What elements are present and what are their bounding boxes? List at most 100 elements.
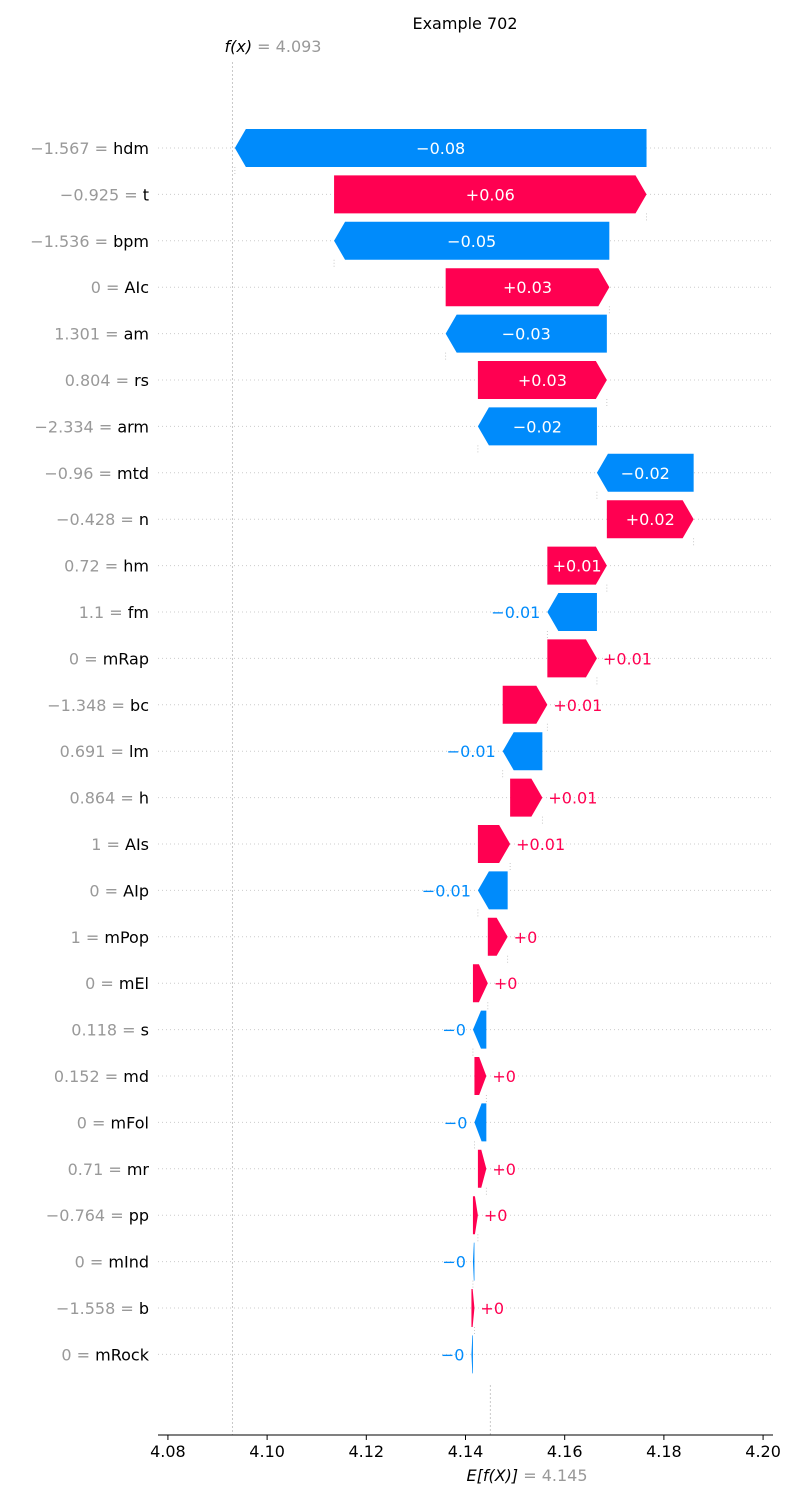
feature-name: mPop xyxy=(104,928,149,947)
bar-pp xyxy=(472,1196,478,1235)
feature-name: rs xyxy=(134,371,149,390)
bar-mr xyxy=(477,1149,487,1188)
feature-name: b xyxy=(139,1299,149,1318)
contribution-label: +0 xyxy=(492,1160,516,1179)
feature-label: −1.536 = bpm xyxy=(30,232,149,251)
contribution-label: +0.01 xyxy=(553,557,602,576)
x-tick-label: 4.12 xyxy=(348,1442,384,1461)
contribution-label: −0 xyxy=(444,1113,468,1132)
feature-label: 0 = mFol xyxy=(77,1113,149,1132)
feature-label: 0.72 = hm xyxy=(64,557,149,576)
bar-mRock xyxy=(471,1335,473,1374)
feature-value: 0.72 = xyxy=(64,557,123,576)
feature-label: 1 = mPop xyxy=(71,928,149,947)
svg-text:E[f(X)] = 4.145: E[f(X)] = 4.145 xyxy=(466,1466,587,1485)
feature-name: mtd xyxy=(117,464,149,483)
bar-b xyxy=(471,1289,475,1327)
feature-label: 0 = AIc xyxy=(91,278,149,297)
feature-value: −1.567 = xyxy=(30,139,113,158)
chart-title: Example 702 xyxy=(412,14,517,33)
bars-layer xyxy=(234,129,694,1374)
ex-value: 4.145 xyxy=(542,1466,588,1485)
contribution-label: +0.03 xyxy=(518,371,567,390)
feature-value: 0.118 = xyxy=(71,1021,140,1040)
contribution-label: +0 xyxy=(480,1299,504,1318)
feature-name: am xyxy=(124,325,149,344)
bar-md xyxy=(474,1057,487,1095)
feature-label: 0.152 = md xyxy=(54,1067,149,1086)
feature-label: 0 = AIp xyxy=(89,881,149,900)
feature-name: mRock xyxy=(95,1345,150,1364)
feature-label: −0.925 = t xyxy=(60,185,149,204)
ex-annotation: E[f(X)] = 4.145 xyxy=(466,1466,587,1485)
fx-annotation: f(x) = 4.093 xyxy=(225,37,322,56)
bar-bpm xyxy=(334,221,610,260)
feature-name: md xyxy=(123,1067,149,1086)
bar-mPop xyxy=(487,917,508,956)
bar-hm xyxy=(547,546,607,585)
contribution-label: +0 xyxy=(492,1067,516,1086)
feature-label: −0.428 = n xyxy=(56,510,149,529)
feature-label: 1.1 = fm xyxy=(79,603,149,622)
feature-label: 1 = AIs xyxy=(91,835,149,854)
feature-name: s xyxy=(141,1021,149,1040)
fx-value: 4.093 xyxy=(276,37,322,56)
feature-value: −1.558 = xyxy=(56,1299,139,1318)
bar-mEl xyxy=(472,964,488,1003)
contribution-label: +0.01 xyxy=(553,696,602,715)
feature-value: 1 = xyxy=(91,835,125,854)
bar-rs xyxy=(477,361,607,399)
feature-value: 0 = xyxy=(77,1113,111,1132)
contribution-label: +0 xyxy=(514,928,538,947)
x-tick-label: 4.08 xyxy=(150,1442,186,1461)
feature-name: fm xyxy=(128,603,149,622)
feature-label: 0 = mEl xyxy=(85,974,149,993)
feature-label: 0.804 = rs xyxy=(65,371,149,390)
bar-mRap xyxy=(547,639,597,678)
feature-value: 1.301 = xyxy=(54,325,123,344)
feature-label: 1.301 = am xyxy=(54,325,149,344)
contribution-label: +0.03 xyxy=(503,278,552,297)
contribution-label: +0.01 xyxy=(516,835,565,854)
feature-label: −0.764 = pp xyxy=(46,1206,149,1225)
x-axis: 4.08 4.10 4.12 4.14 4.16 4.18 4.20 xyxy=(150,1434,781,1461)
contribution-label: +0.02 xyxy=(626,510,675,529)
feature-name: AIp xyxy=(123,881,149,900)
contribution-label: +0.01 xyxy=(603,649,652,668)
bar-t xyxy=(334,175,647,214)
feature-label: 0.691 = lm xyxy=(60,742,149,761)
feature-label: −1.348 = bc xyxy=(47,696,149,715)
feature-value: 0.864 = xyxy=(69,789,138,808)
contribution-label: −0.01 xyxy=(491,603,540,622)
x-tick-label: 4.10 xyxy=(249,1442,285,1461)
feature-name: hdm xyxy=(113,139,149,158)
feature-labels: −0.08 −1.567 = hdm +0.06 −0.925 = t −0.05 −1.… xyxy=(30,139,674,1364)
bar-lm xyxy=(502,732,543,771)
feature-name: h xyxy=(139,789,149,808)
feature-label: 0 = mInd xyxy=(75,1253,149,1272)
feature-label: −1.567 = hdm xyxy=(30,139,149,158)
feature-name: mInd xyxy=(108,1253,149,1272)
feature-label: 0 = mRap xyxy=(69,649,149,668)
feature-value: −0.925 = xyxy=(60,185,143,204)
feature-label: −1.558 = b xyxy=(56,1299,149,1318)
bar-h xyxy=(510,778,543,817)
feature-name: bc xyxy=(130,696,149,715)
feature-value: −1.536 = xyxy=(30,232,113,251)
feature-value: 0.804 = xyxy=(65,371,134,390)
feature-value: 0 = xyxy=(61,1345,95,1364)
contribution-label: −0.08 xyxy=(416,139,465,158)
feature-name: AIc xyxy=(125,278,149,297)
feature-name: mr xyxy=(127,1160,150,1179)
feature-name: hm xyxy=(123,557,149,576)
feature-value: 1 = xyxy=(71,928,105,947)
feature-name: mRap xyxy=(103,649,149,668)
bar-AIs xyxy=(477,825,511,863)
feature-label: 0.118 = s xyxy=(71,1021,149,1040)
grid-layer xyxy=(158,147,773,1355)
bar-n xyxy=(606,500,694,539)
contribution-label: +0.06 xyxy=(466,185,515,204)
contribution-label: −0.01 xyxy=(422,881,471,900)
fx-label: f(x) xyxy=(225,37,253,56)
x-tick-label: 4.18 xyxy=(646,1442,682,1461)
